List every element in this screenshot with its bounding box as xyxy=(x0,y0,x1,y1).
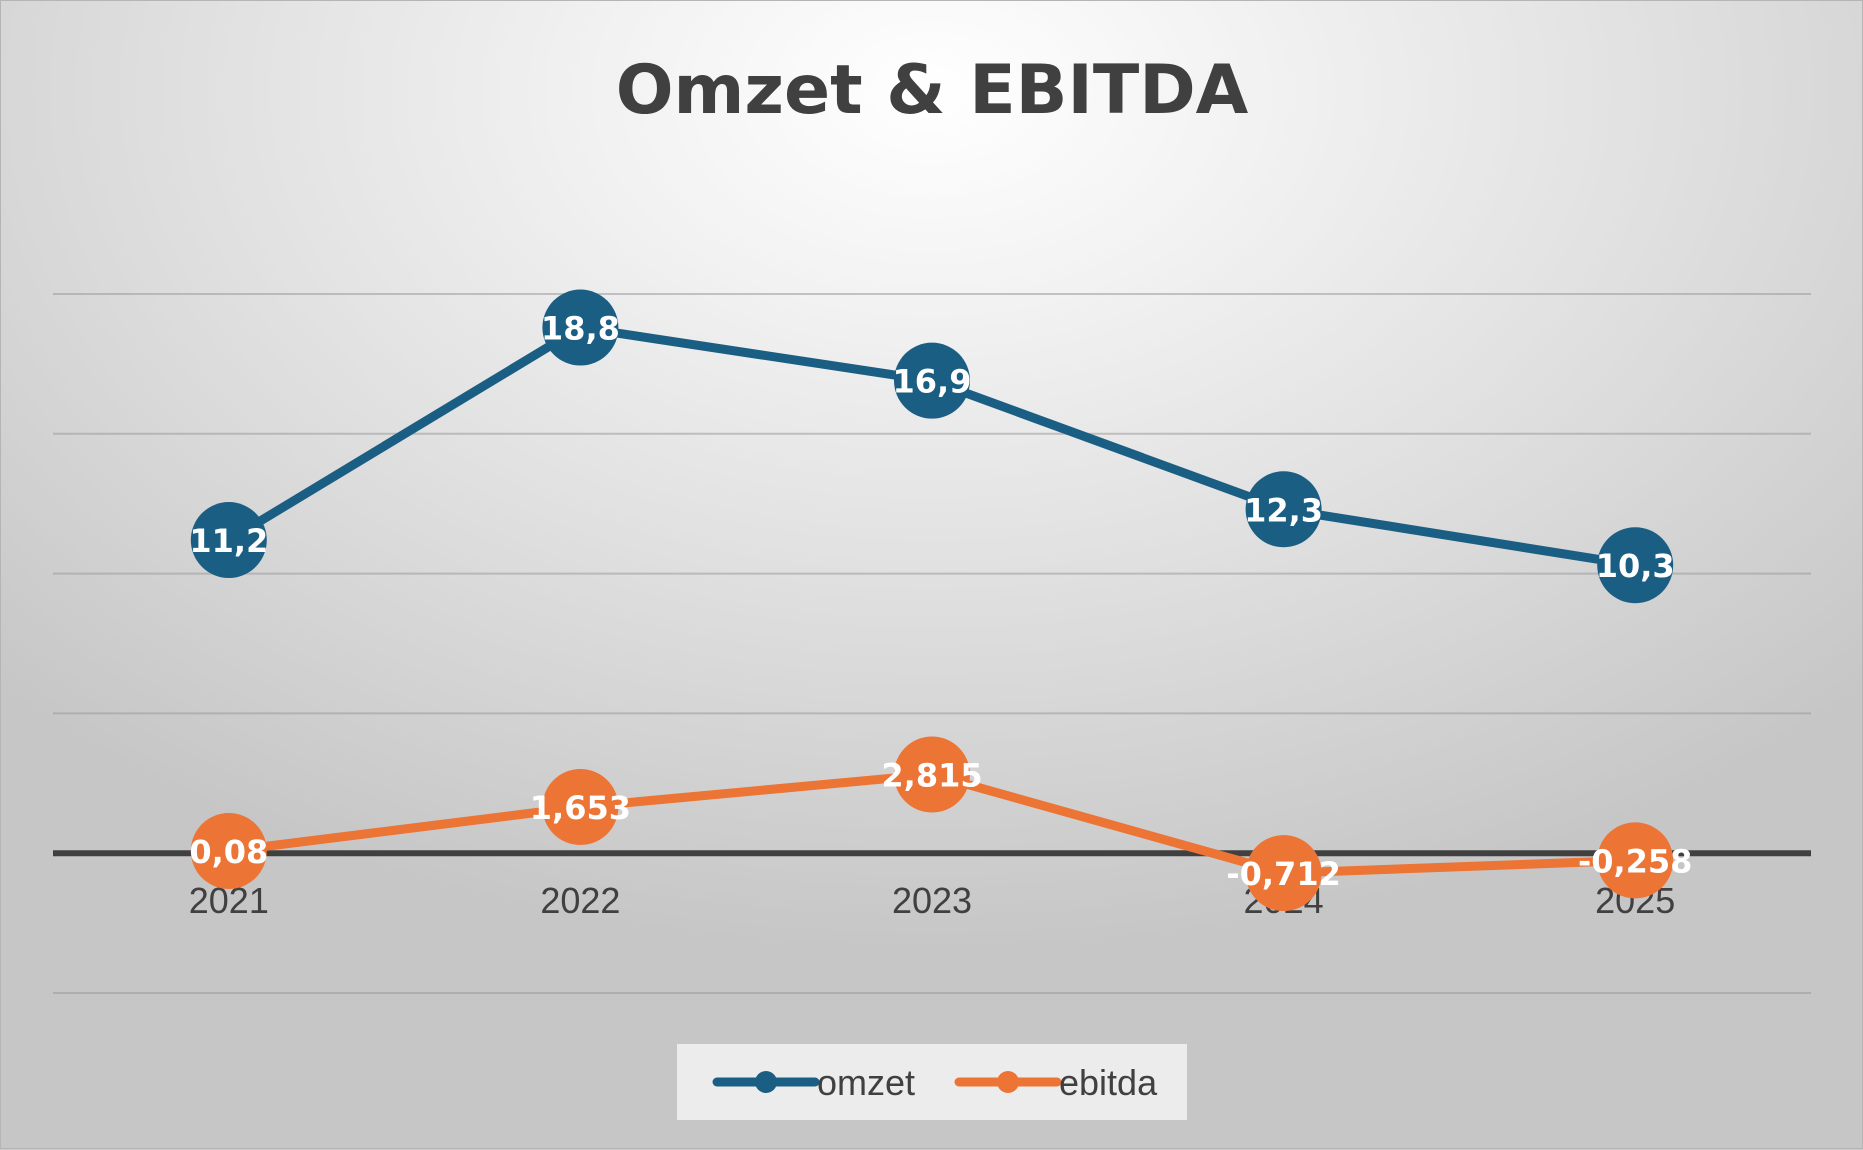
data-point-omzet xyxy=(542,289,619,366)
data-label-ebitda: 2,815 xyxy=(881,756,982,794)
data-point-ebitda xyxy=(894,736,970,813)
x-tick-label: 2022 xyxy=(540,880,620,921)
legend: omzet ebitda xyxy=(677,1044,1187,1120)
data-label-ebitda: -0,712 xyxy=(1226,855,1341,893)
data-label-ebitda: 1,653 xyxy=(530,789,631,827)
legend-label-ebitda: ebitda xyxy=(1059,1062,1158,1103)
data-point-ebitda xyxy=(542,768,619,845)
data-point-omzet xyxy=(1245,471,1322,548)
data-point-ebitda xyxy=(190,812,267,889)
data-point-omzet xyxy=(1597,527,1674,604)
legend-label-omzet: omzet xyxy=(817,1062,915,1103)
data-label-ebitda: -0,258 xyxy=(1578,842,1693,880)
series-group: 11,2 18,8 16,9 12,3 10,3 0,08 1,653 2,815 -0,712… xyxy=(189,289,1693,912)
data-label-ebitda: 0,08 xyxy=(189,833,268,871)
data-point-omzet xyxy=(894,342,970,419)
data-point-ebitda xyxy=(1597,822,1674,899)
data-label-omzet: 11,2 xyxy=(189,522,268,560)
x-axis-labels: 20212022202320242025 xyxy=(189,880,1675,921)
data-label-omzet: 18,8 xyxy=(541,310,620,348)
series-omzet: 11,2 18,8 16,9 12,3 10,3 xyxy=(189,289,1675,604)
data-point-omzet xyxy=(190,502,267,579)
data-label-omzet: 12,3 xyxy=(1244,491,1323,529)
legend-marker-omzet xyxy=(755,1071,777,1093)
gridlines xyxy=(53,293,1811,994)
data-label-omzet: 10,3 xyxy=(1596,547,1675,585)
chart-title: Omzet & EBITDA xyxy=(616,51,1249,130)
legend-marker-ebitda xyxy=(997,1071,1019,1093)
data-label-omzet: 16,9 xyxy=(893,363,972,401)
series-ebitda: 0,08 1,653 2,815 -0,712 -0,258 xyxy=(189,736,1693,912)
data-point-ebitda xyxy=(1245,835,1322,912)
x-tick-label: 2023 xyxy=(892,880,972,921)
